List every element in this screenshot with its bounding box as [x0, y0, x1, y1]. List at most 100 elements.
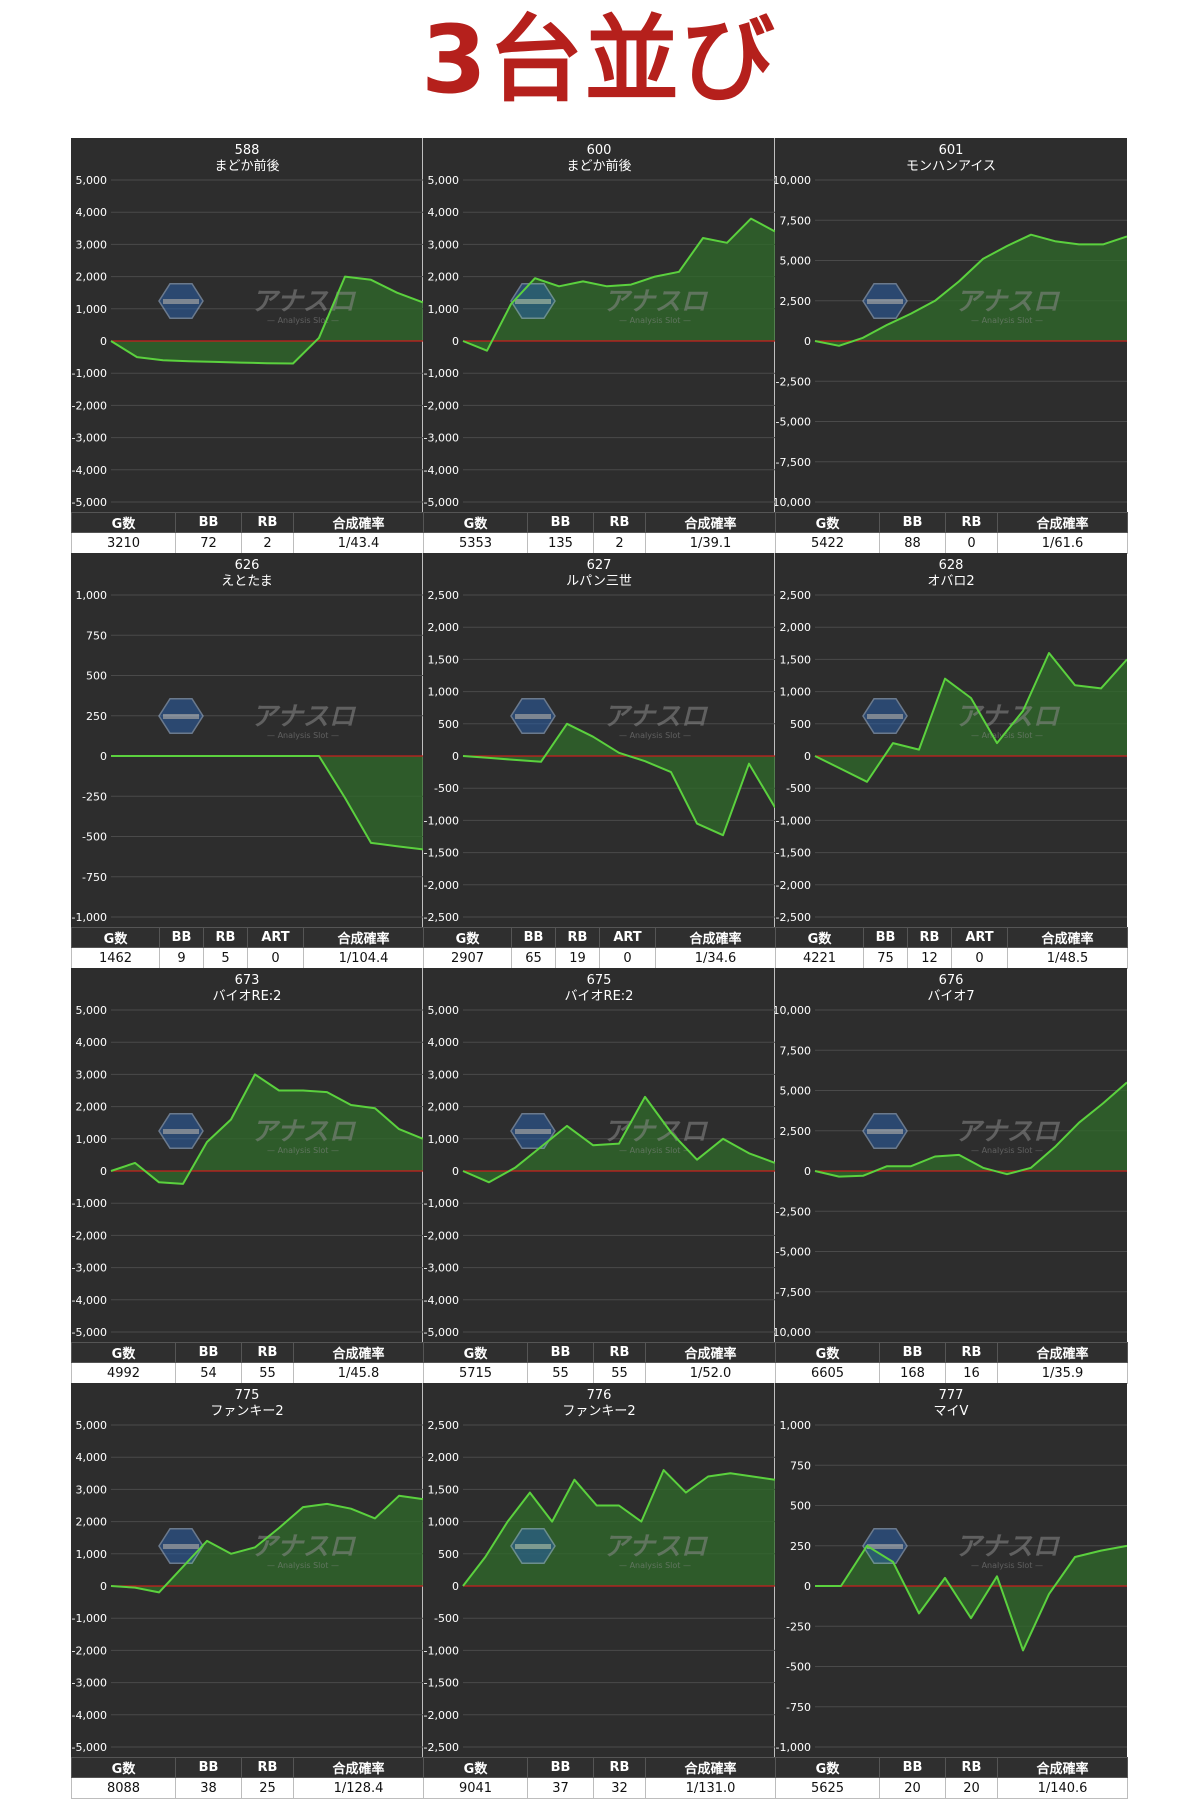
y-tick-label: 1,000	[428, 686, 460, 699]
chart-machine-number: 675	[587, 973, 612, 988]
chart-machine-number: 628	[939, 558, 964, 573]
chart-svg: 628オバロ22,5002,0001,5001,0005000-500-1,00…	[775, 553, 1127, 927]
y-tick-label: 750	[790, 1459, 811, 1472]
chart-svg: 627ルパン三世2,5002,0001,5001,0005000-500-1,0…	[423, 553, 775, 927]
y-tick-label: 500	[790, 1500, 811, 1513]
y-tick-label: -2,500	[424, 1741, 459, 1754]
y-tick-label: -250	[786, 1620, 811, 1633]
stats-header-cell: RB	[594, 513, 646, 533]
stats-header-cell: G数	[72, 928, 160, 948]
stats-value-cell: 5625	[776, 1778, 880, 1799]
y-tick-label: -4,000	[424, 464, 459, 477]
y-tick-label: 3,000	[428, 1068, 460, 1081]
y-tick-label: 0	[100, 1580, 107, 1593]
watermark-stripe	[163, 1544, 199, 1549]
y-tick-label: 0	[100, 750, 107, 763]
watermark-text: アナスロ	[955, 1117, 1060, 1147]
stats-value-cell: 16	[946, 1363, 998, 1384]
y-tick-label: 2,000	[428, 271, 460, 284]
chart-machine-number: 673	[235, 973, 260, 988]
y-tick-label: 3,000	[76, 1068, 108, 1081]
watermark-stripe	[163, 714, 199, 719]
stats-header-cell: BB	[176, 1758, 242, 1778]
stats-value-cell: 5422	[776, 533, 880, 554]
chart-machine-name: バイオ7	[927, 989, 974, 1004]
stats-value-cell: 135	[528, 533, 594, 554]
y-tick-label: 0	[452, 335, 459, 348]
y-tick-label: -5,000	[72, 496, 107, 509]
y-tick-label: -2,000	[424, 1709, 459, 1722]
stats-header-cell: BB	[160, 928, 204, 948]
chart-machine-name: バイオRE:2	[565, 989, 634, 1004]
stats-header-cell: BB	[528, 513, 594, 533]
y-tick-label: 2,000	[76, 271, 108, 284]
y-tick-label: 2,500	[780, 589, 812, 602]
stats-value-cell: 5353	[424, 533, 528, 554]
stats-header-cell: 合成確率	[304, 928, 424, 948]
watermark-stripe	[867, 714, 903, 719]
stats-value-cell: 168	[880, 1363, 946, 1384]
stats-header-cell: G数	[776, 513, 880, 533]
y-tick-label: 1,000	[76, 589, 108, 602]
stats-value-cell: 1/45.8	[294, 1363, 424, 1384]
y-tick-label: -250	[82, 790, 107, 803]
stats-header-cell: BB	[864, 928, 908, 948]
y-tick-label: 0	[804, 1580, 811, 1593]
y-tick-label: 0	[804, 335, 811, 348]
stats-header-cell: RB	[594, 1758, 646, 1778]
chart-svg: 626えとたま1,0007505002500-250-500-750-1,000…	[71, 553, 423, 927]
watermark-subtext: — Analysis Slot —	[619, 316, 691, 325]
chart-machine-name: オバロ2	[927, 574, 974, 589]
y-tick-label: 2,000	[76, 1101, 108, 1114]
stats-header-cell: RB	[946, 1343, 998, 1363]
stats-header-cell: G数	[776, 928, 864, 948]
y-tick-label: 1,000	[428, 1516, 460, 1529]
y-tick-label: -500	[434, 1612, 459, 1625]
stats-header-cell: 合成確率	[998, 1343, 1128, 1363]
y-tick-label: 500	[438, 1548, 459, 1561]
stats-value-cell: 12	[908, 948, 952, 969]
watermark-subtext: — Analysis Slot —	[619, 1146, 691, 1155]
stats-value-cell: 1/61.6	[998, 533, 1128, 554]
y-tick-label: 5,000	[428, 1004, 460, 1017]
stats-header-cell: ART	[952, 928, 1008, 948]
stats-value-cell: 55	[242, 1363, 294, 1384]
y-tick-label: -5,000	[72, 1326, 107, 1339]
y-tick-label: -1,000	[72, 1197, 107, 1210]
y-tick-label: -3,000	[424, 432, 459, 445]
y-tick-label: 2,500	[780, 295, 812, 308]
y-tick-label: 1,000	[76, 303, 108, 316]
y-tick-label: -1,000	[72, 1612, 107, 1625]
stats-header-cell: BB	[880, 1343, 946, 1363]
y-tick-label: 5,000	[76, 1419, 108, 1432]
stats-value-cell: 75	[864, 948, 908, 969]
y-tick-label: 0	[804, 1165, 811, 1178]
stats-value-cell: 4992	[72, 1363, 176, 1384]
watermark-text: アナスロ	[603, 287, 708, 317]
y-tick-label: 4,000	[428, 206, 460, 219]
y-tick-label: 1,000	[76, 1548, 108, 1561]
y-tick-label: 500	[86, 670, 107, 683]
y-tick-label: 0	[100, 335, 107, 348]
page-title: 3台並び	[0, 6, 1198, 116]
y-tick-label: 7,500	[780, 1044, 812, 1057]
stats-value-cell: 1/140.6	[998, 1778, 1128, 1799]
y-tick-label: 5,000	[780, 255, 812, 268]
y-tick-label: 1,000	[428, 1133, 460, 1146]
stats-header-cell: 合成確率	[998, 513, 1128, 533]
watermark-subtext: — Analysis Slot —	[971, 1146, 1043, 1155]
y-tick-label: 2,500	[780, 1125, 812, 1138]
y-tick-label: -2,500	[776, 1205, 811, 1218]
stats-value-cell: 72	[176, 533, 242, 554]
watermark-subtext: — Analysis Slot —	[971, 316, 1043, 325]
y-tick-label: -3,000	[72, 1262, 107, 1275]
chart-machine-name: まどか前後	[214, 158, 279, 174]
stats-header-cell: G数	[72, 1758, 176, 1778]
y-tick-label: -4,000	[424, 1294, 459, 1307]
y-tick-label: -2,000	[72, 1644, 107, 1657]
y-tick-label: 1,000	[780, 686, 812, 699]
